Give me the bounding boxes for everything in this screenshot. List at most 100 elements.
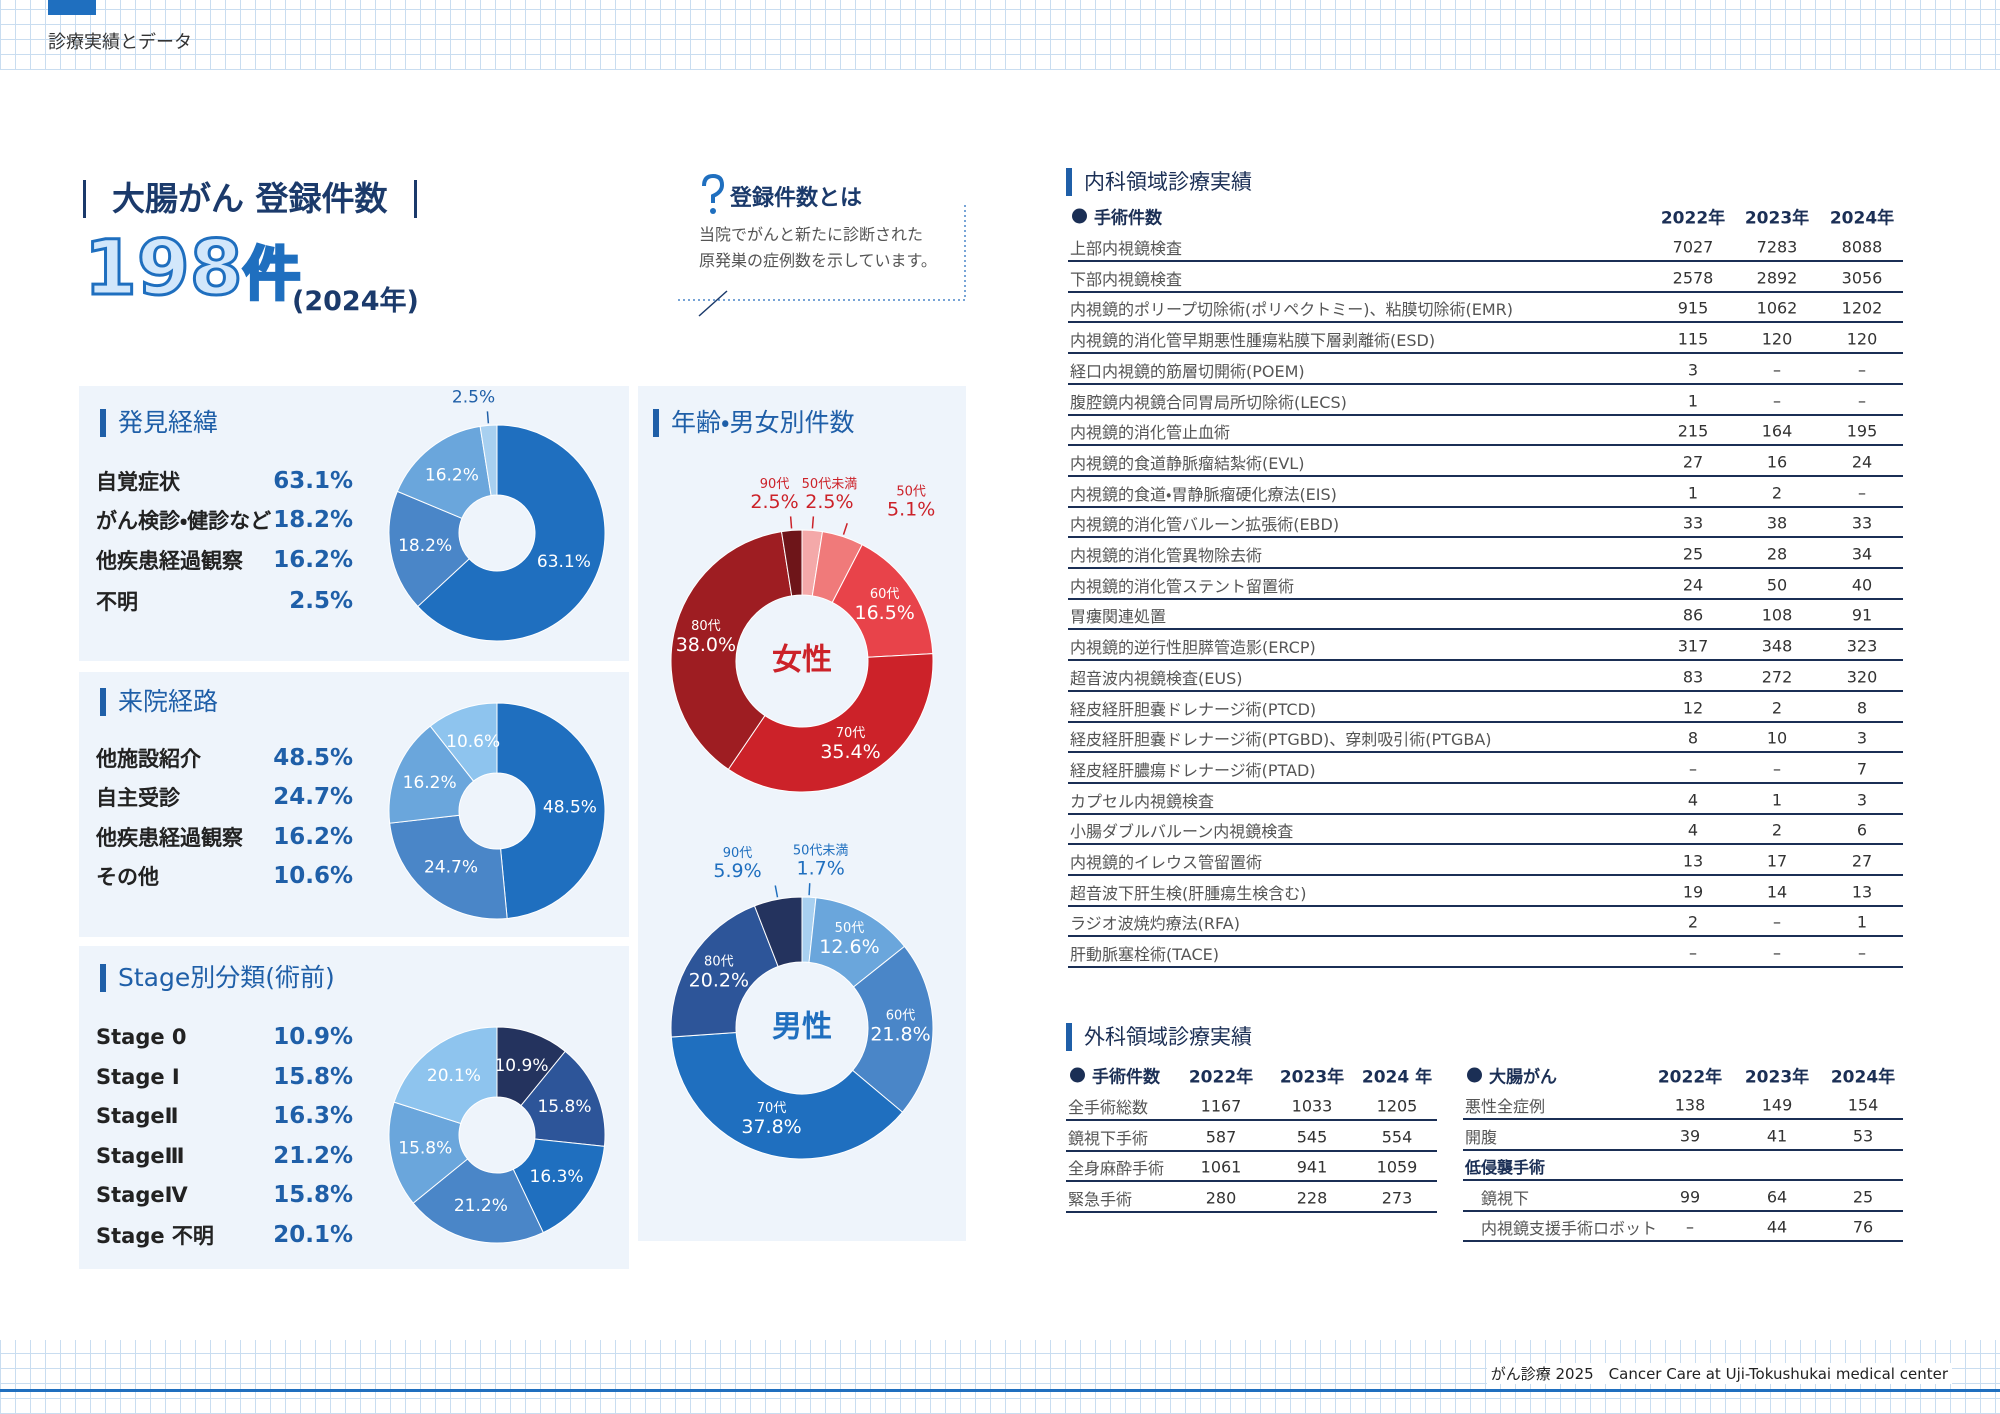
registration-unit: 件 — [241, 239, 302, 310]
cell-value: 1033 — [1291, 1096, 1333, 1116]
footer-text: がん診療 2025 Cancer Care at Uji-Tokushukai … — [1486, 1363, 1952, 1384]
row-name: 開腹 — [1465, 1127, 1498, 1147]
row-rule — [1068, 966, 1903, 969]
cell-value: 138 — [1674, 1095, 1706, 1115]
donut-slice — [520, 1050, 606, 1147]
row-name: 経皮経肝胆嚢ドレナージ術(PTCD) — [1070, 699, 1317, 719]
row-name: 超音波内視鏡検査(EUS) — [1070, 668, 1243, 688]
slice-label: 2.5% — [750, 491, 798, 513]
cell-value: – — [1858, 360, 1866, 380]
legend-value: 16.2% — [273, 824, 353, 850]
cell-value: 1 — [1856, 912, 1868, 932]
question-dot — [710, 208, 716, 214]
cell-value: 1202 — [1841, 298, 1883, 318]
column-header: 2024年 — [1829, 208, 1895, 229]
table-subtitle: 大腸がん — [1467, 1063, 1557, 1088]
donut-slice — [851, 945, 934, 1113]
cell-value: 12 — [1682, 698, 1704, 717]
donut-slice — [389, 814, 508, 920]
row-rule — [1068, 290, 1903, 293]
donut-slice — [393, 1026, 498, 1125]
cell-value: 1062 — [1756, 298, 1798, 318]
cell-value: 554 — [1381, 1127, 1413, 1146]
row-rule — [1068, 597, 1903, 600]
slice-category: 70代 — [757, 1101, 787, 1116]
cell-value: 44 — [1766, 1217, 1788, 1237]
slice-label: 18.2% — [398, 536, 452, 556]
column-header: 2022年 — [1657, 1067, 1723, 1088]
slice-label: 35.4% — [820, 741, 880, 763]
row-rule — [1068, 260, 1903, 262]
donut-slice — [753, 896, 803, 968]
row-rule — [1068, 505, 1903, 508]
row-rule — [1068, 689, 1903, 692]
legend-label: 自主受診 — [96, 786, 180, 810]
row-name: 内視鏡的消化管異物除去術 — [1070, 546, 1263, 565]
slice-label: 5.1% — [887, 498, 935, 520]
cell-value: 1205 — [1376, 1096, 1418, 1116]
cell-value: 28 — [1766, 544, 1788, 564]
cell-value: 154 — [1847, 1095, 1879, 1115]
panel-title: 年齢・男女別件数 — [653, 409, 855, 437]
cell-value: 7027 — [1672, 237, 1714, 257]
cell-value: – — [1858, 483, 1866, 503]
slice-label: 20.1% — [427, 1066, 481, 1086]
slice-label: 2.5% — [805, 491, 853, 513]
cell-value: 1 — [1687, 391, 1699, 410]
legend-label: Stage Ⅰ — [96, 1065, 180, 1089]
legend-value: 16.3% — [273, 1103, 353, 1129]
panel-title: Stage別分類(術前) — [100, 964, 335, 992]
cell-value: 348 — [1761, 636, 1793, 656]
registration-year: (2024年) — [292, 286, 419, 317]
row-name: 鏡視下手術 — [1068, 1128, 1149, 1148]
legend-value: 48.5% — [273, 745, 353, 771]
cell-value: – — [1858, 391, 1866, 410]
column-header: 2022年 — [1188, 1067, 1254, 1088]
cell-value: 108 — [1761, 605, 1793, 625]
row-rule — [1068, 904, 1903, 907]
slice-label: 16.3% — [530, 1167, 584, 1187]
slice-label: 16.2% — [403, 773, 457, 793]
slice-label: 16.5% — [854, 602, 914, 624]
cell-value: – — [1686, 1217, 1694, 1237]
row-name: 内視鏡的消化管ステント留置術 — [1070, 576, 1295, 596]
legend-value: 16.2% — [273, 547, 353, 573]
row-name: 肝動脈塞栓術(TACE) — [1070, 945, 1219, 965]
row-rule — [1068, 843, 1903, 846]
note-border — [676, 205, 966, 301]
row-name: 小腸ダブルバルーン内視鏡検査 — [1070, 822, 1294, 842]
table-subtitle: 手術件数 — [1072, 204, 1162, 229]
column-header: 2023年 — [1744, 1067, 1810, 1088]
leader-line — [842, 523, 848, 535]
row-rule — [1068, 321, 1903, 324]
row-rule — [1066, 1149, 1437, 1152]
cell-value: 4 — [1687, 820, 1699, 840]
slice-label: 63.1% — [537, 552, 591, 572]
leader-line — [774, 885, 779, 898]
row-rule — [1068, 352, 1903, 355]
legend-value: 63.1% — [273, 468, 353, 494]
cell-value: 3 — [1687, 360, 1699, 380]
cell-value: 8 — [1687, 728, 1699, 748]
legend-value: 24.7% — [273, 784, 353, 810]
row-rule — [1463, 1240, 1903, 1242]
column-header: 2024年 — [1830, 1067, 1896, 1088]
slice-label: 1.7% — [797, 858, 845, 880]
registration-title: 大腸がん 登録件数 — [83, 180, 417, 218]
row-name: 緊急手術 — [1068, 1189, 1133, 1209]
donut-slice — [412, 1158, 544, 1244]
legend-value: 10.9% — [273, 1024, 353, 1050]
slice-category: 90代 — [760, 477, 790, 492]
row-rule — [1068, 413, 1903, 416]
donut-slice — [429, 702, 498, 782]
cell-value: 280 — [1205, 1188, 1237, 1207]
row-group: 低侵襲手術 — [1465, 1158, 1546, 1177]
cell-value: 91 — [1851, 605, 1873, 625]
cell-value: 3 — [1856, 728, 1868, 748]
row-name: 腹腔鏡内視鏡合同胃局所切除術(LECS) — [1070, 392, 1347, 412]
donut-slice — [670, 531, 793, 771]
header-grid — [0, 0, 2000, 70]
cell-value: 273 — [1381, 1188, 1413, 1207]
cell-value: 10 — [1766, 728, 1788, 748]
row-name: 鏡視下 — [1481, 1188, 1530, 1208]
